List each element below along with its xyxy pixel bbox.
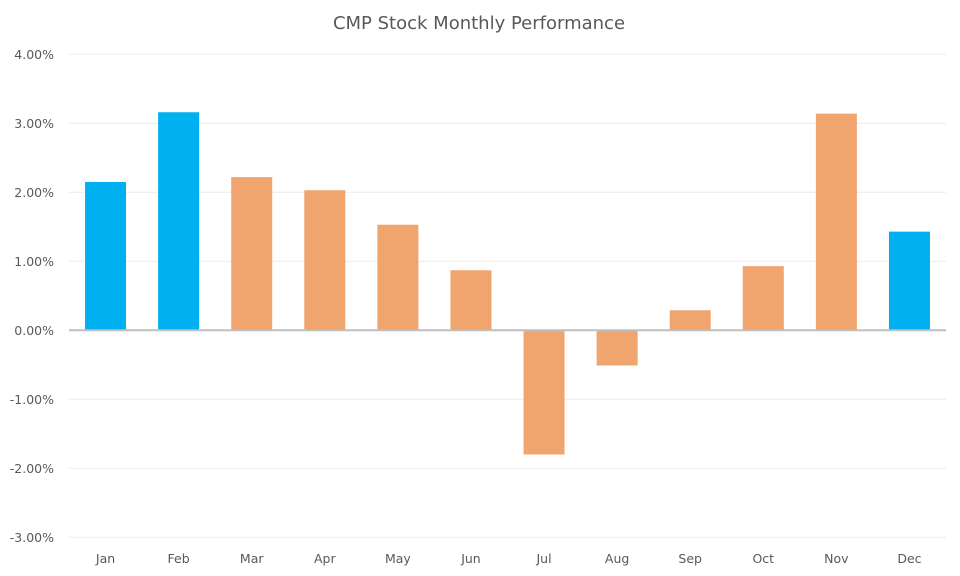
bar-sep: [669, 310, 711, 331]
gridlines: [69, 53, 946, 538]
y-tick-label: 3.00%: [14, 116, 54, 131]
bar-jul: [523, 330, 565, 455]
bar-oct: [742, 266, 784, 331]
x-tick-label: Mar: [240, 551, 264, 566]
bars: [85, 112, 930, 455]
y-tick-label: 4.00%: [14, 47, 54, 62]
y-tick-label: -1.00%: [10, 392, 54, 407]
x-tick-label: Feb: [168, 551, 190, 566]
bar-apr: [304, 190, 346, 331]
x-tick-label: Jul: [535, 551, 551, 566]
x-axis-ticks: Jan Feb Mar Apr May Jun Jul Aug Sep Oct Nov Dec: [95, 551, 922, 566]
y-tick-label: 1.00%: [14, 254, 54, 269]
y-tick-label: -3.00%: [10, 530, 54, 545]
x-tick-label: Jun: [460, 551, 481, 566]
x-tick-label: Nov: [824, 551, 849, 566]
x-tick-label: Dec: [897, 551, 921, 566]
bar-jan: [85, 181, 127, 331]
bar-jun: [450, 270, 492, 331]
x-tick-label: Apr: [314, 551, 336, 566]
bar-dec: [888, 231, 930, 331]
x-tick-label: Aug: [605, 551, 629, 566]
x-tick-label: May: [385, 551, 411, 566]
bar-nov: [815, 113, 857, 331]
chart-title: CMP Stock Monthly Performance: [333, 13, 625, 34]
bar-may: [377, 224, 419, 331]
bar-mar: [231, 177, 273, 331]
y-tick-label: 2.00%: [14, 185, 54, 200]
x-tick-label: Sep: [678, 551, 702, 566]
y-tick-label: -2.00%: [10, 461, 54, 476]
x-tick-label: Jan: [95, 551, 115, 566]
y-tick-label: 0.00%: [14, 323, 54, 338]
bar-feb: [158, 112, 200, 331]
bar-aug: [596, 330, 638, 366]
y-axis-ticks: 4.00% 3.00% 2.00% 1.00% 0.00% -1.00% -2.00% -3.…: [10, 47, 54, 545]
x-tick-label: Oct: [752, 551, 774, 566]
